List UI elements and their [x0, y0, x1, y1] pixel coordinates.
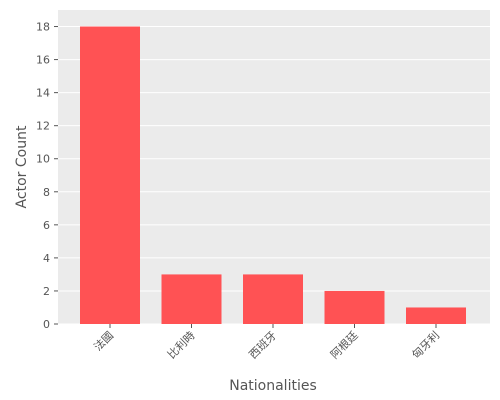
- bar: [406, 307, 466, 324]
- bar: [243, 274, 303, 324]
- y-tick-label: 14: [36, 87, 50, 100]
- x-tick-label: 法國: [91, 328, 116, 353]
- x-tick-label: 比利時: [165, 329, 198, 362]
- bar: [161, 274, 222, 324]
- y-axis-ticks: 0 2 4 6 8 10 12 14 16 18: [36, 21, 58, 331]
- x-tick-label: 匈牙利: [409, 328, 442, 361]
- bars: [80, 26, 466, 325]
- y-tick-label: 18: [36, 21, 50, 34]
- bar: [80, 26, 140, 325]
- y-tick-label: 0: [43, 318, 50, 331]
- y-tick-label: 8: [43, 186, 50, 199]
- x-axis-title: Nationalities: [229, 378, 317, 394]
- y-axis-title: Actor Count: [14, 125, 30, 208]
- bar: [324, 290, 385, 324]
- y-tick-label: 6: [43, 219, 50, 232]
- x-tick-label: 阿根廷: [327, 328, 360, 361]
- y-tick-label: 10: [36, 153, 50, 166]
- y-tick-label: 4: [43, 252, 50, 265]
- x-axis-ticks: 法國 比利時 西班牙 阿根廷 匈牙利: [91, 324, 442, 361]
- y-tick-label: 12: [36, 120, 50, 133]
- y-tick-label: 16: [36, 54, 50, 67]
- x-tick-label: 西班牙: [247, 329, 280, 362]
- y-tick-label: 2: [43, 285, 50, 298]
